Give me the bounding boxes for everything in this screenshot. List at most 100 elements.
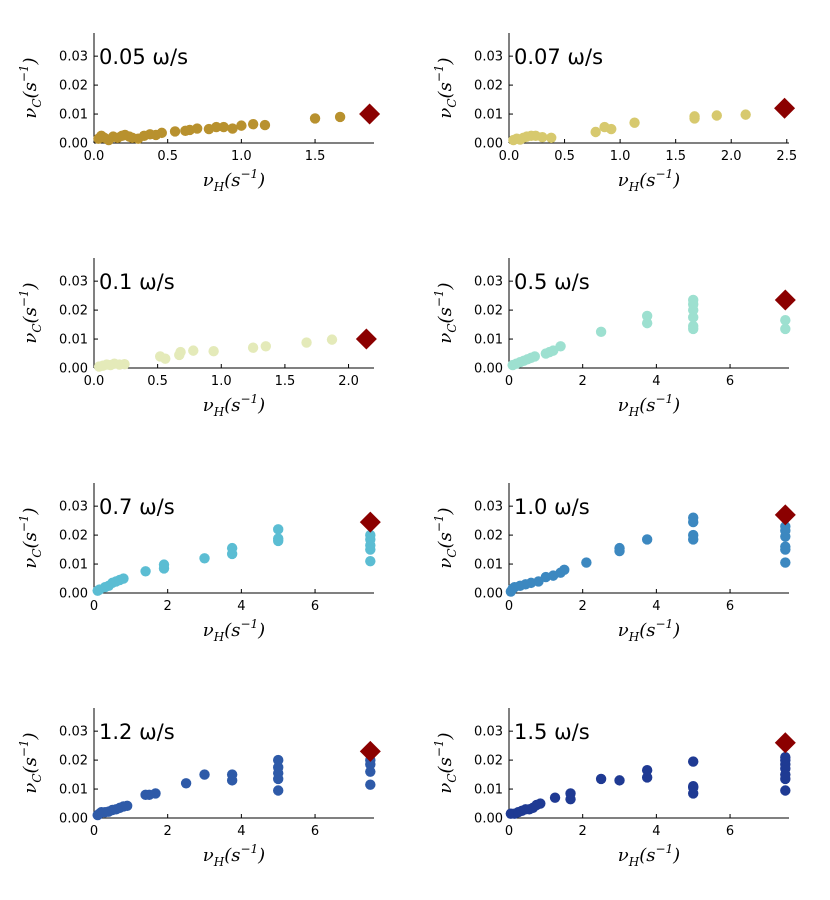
x-axis-label: νH(s−1) (203, 392, 265, 419)
x-axis-label: νH(s−1) (203, 167, 265, 194)
x-tick-label: 2.5 (776, 149, 797, 164)
data-point (326, 334, 338, 345)
y-tick-label: 0.01 (474, 558, 503, 573)
y-tick-label: 0.00 (474, 587, 503, 602)
y-tick-label: 0.01 (474, 108, 503, 123)
data-point (780, 521, 791, 532)
y-axis-label: νC(s−1) (17, 507, 44, 568)
y-axis-label: νC(s−1) (17, 57, 44, 118)
data-point (614, 775, 625, 786)
x-axis-label: νH(s−1) (618, 617, 680, 644)
data-point (273, 785, 284, 796)
y-tick-label: 0.02 (474, 754, 503, 769)
y-tick-label: 0.01 (59, 558, 88, 573)
y-tick-label: 0.02 (59, 304, 88, 319)
data-point (121, 800, 133, 812)
x-tick-label: 0 (90, 824, 98, 839)
x-tick-label: 2 (579, 374, 587, 389)
y-tick-label: 0.03 (59, 50, 88, 65)
diamond-marker (774, 504, 796, 526)
x-tick-label: 0 (505, 374, 513, 389)
data-point (180, 778, 192, 789)
x-tick-label: 1.0 (211, 374, 232, 389)
x-tick-label: 0.5 (157, 149, 178, 164)
subplot-title: 1.5 ω/s (514, 720, 590, 744)
x-tick-label: 6 (311, 824, 319, 839)
subplot-5: 0.00 0.01 0.02 0.03 0 2 4 6 1.0 ω/s νH(s−1) νC(s−1… (432, 483, 796, 644)
data-point (688, 294, 699, 306)
data-point (226, 542, 238, 554)
data-point (365, 555, 376, 567)
data-point (780, 541, 791, 552)
data-point (226, 769, 238, 780)
y-tick-label: 0.02 (474, 79, 503, 94)
data-point (688, 312, 699, 323)
x-tick-label: 6 (311, 599, 319, 614)
x-tick-label: 4 (652, 374, 660, 389)
data-point (740, 109, 751, 120)
data-point (236, 120, 247, 131)
data-point (535, 798, 546, 809)
data-point (595, 326, 607, 338)
data-point (641, 772, 653, 783)
y-tick-label: 0.01 (474, 333, 503, 348)
diamond-marker (355, 328, 377, 350)
y-tick-label: 0.01 (59, 108, 88, 123)
x-tick-label: 0 (505, 824, 513, 839)
subplot-2: 0.00 0.01 0.02 0.03 0.0 0.5 1.0 1.5 2.0 0.1 ω/s νH… (17, 258, 377, 419)
diamond-marker (359, 511, 381, 533)
x-tick-label: 6 (726, 824, 734, 839)
y-tick-label: 0.03 (474, 275, 503, 290)
x-tick-label: 2 (579, 824, 587, 839)
y-tick-label: 0.00 (59, 362, 88, 377)
data-point (301, 337, 312, 348)
data-point (606, 123, 617, 135)
subplot-4: 0.00 0.01 0.02 0.03 0 2 4 6 0.7 ω/s νH(s−1) νC(s−1… (17, 483, 381, 644)
data-point (365, 766, 376, 777)
x-axis-label: νH(s−1) (618, 167, 680, 194)
data-point (581, 557, 592, 568)
x-axis-label: νH(s−1) (203, 617, 265, 644)
data-point (309, 113, 321, 124)
y-tick-label: 0.02 (59, 79, 88, 94)
subplot-title: 0.5 ω/s (514, 270, 590, 294)
x-tick-label: 2.0 (338, 374, 359, 389)
y-axis-label: νC(s−1) (432, 282, 459, 343)
x-tick-label: 2 (164, 599, 172, 614)
subplot-3: 0.00 0.01 0.02 0.03 0 2 4 6 0.5 ω/s νH(s−1) νC(s−1… (432, 258, 796, 419)
y-tick-label: 0.03 (59, 500, 88, 515)
data-point (273, 754, 284, 766)
data-point (160, 353, 171, 364)
x-tick-label: 4 (652, 824, 660, 839)
data-point (629, 117, 640, 128)
data-point (273, 533, 284, 544)
data-point (260, 341, 272, 352)
data-point (546, 132, 557, 143)
y-tick-label: 0.02 (59, 529, 88, 544)
data-point (156, 127, 167, 139)
data-point (118, 573, 129, 584)
data-point (199, 553, 210, 564)
subplot-title: 1.0 ω/s (514, 495, 590, 519)
data-point (247, 342, 259, 353)
x-axis-label: νH(s−1) (203, 842, 265, 869)
y-tick-label: 0.03 (59, 275, 88, 290)
data-point (689, 111, 700, 122)
diamond-marker (359, 740, 381, 762)
y-tick-label: 0.00 (474, 362, 503, 377)
data-point (688, 529, 699, 541)
x-tick-label: 2.0 (721, 149, 742, 164)
data-point (175, 346, 186, 358)
subplot-title: 0.07 ω/s (514, 45, 603, 69)
data-point (199, 769, 210, 780)
data-point (208, 346, 219, 357)
x-axis-label: νH(s−1) (618, 392, 680, 419)
y-tick-label: 0.02 (59, 754, 88, 769)
data-point (158, 559, 170, 570)
data-point (614, 542, 625, 554)
data-point (688, 320, 699, 332)
data-point (780, 752, 791, 763)
y-axis-label: νC(s−1) (432, 732, 459, 793)
data-point (555, 341, 566, 352)
x-tick-label: 4 (237, 599, 245, 614)
